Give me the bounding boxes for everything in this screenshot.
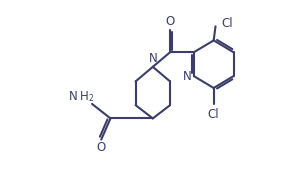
Text: O: O — [165, 15, 175, 28]
Text: Cl: Cl — [221, 17, 233, 30]
Text: N: N — [69, 90, 78, 103]
Text: Cl: Cl — [208, 108, 219, 121]
Text: 2: 2 — [89, 94, 94, 103]
Text: N: N — [183, 70, 192, 83]
Text: O: O — [97, 141, 106, 154]
Text: N: N — [148, 52, 157, 65]
Text: H: H — [80, 90, 89, 103]
